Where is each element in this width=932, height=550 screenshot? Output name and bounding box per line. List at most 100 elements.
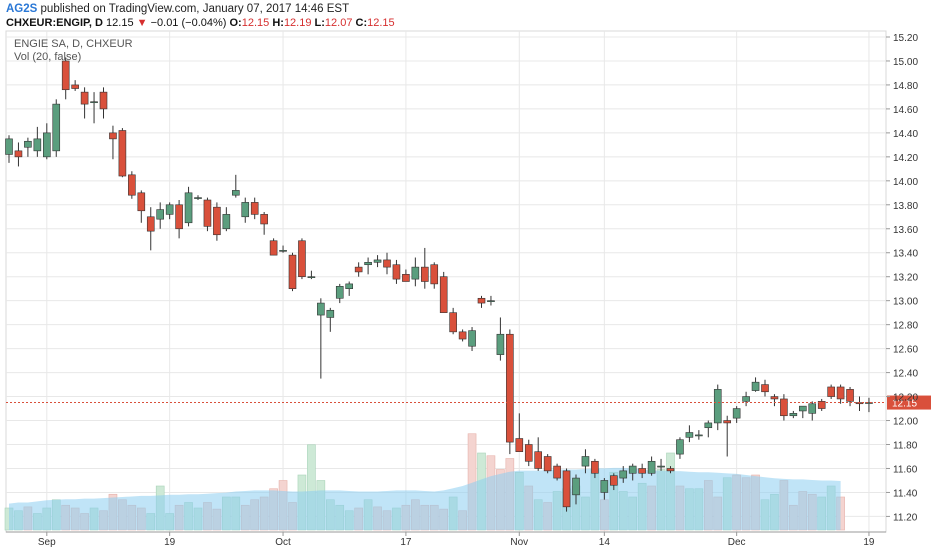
candle-body (354, 266, 363, 273)
last-price: 12.15 (106, 17, 134, 29)
y-tick-label: 12.40 (893, 369, 918, 380)
y-tick-label: 13.00 (893, 297, 918, 308)
candle-body (647, 460, 656, 474)
candle-body (411, 266, 420, 280)
candle-body (279, 250, 287, 252)
candle-body (156, 209, 164, 220)
low-value: 12.07 (324, 17, 353, 29)
price-change: −0.01 (−0.04%) (150, 17, 227, 29)
x-tick-label: 19 (863, 537, 875, 548)
candle-body (24, 140, 32, 148)
candle-body (704, 422, 713, 429)
candle-body (33, 138, 42, 152)
candle-body (402, 274, 410, 282)
candle-body (609, 475, 618, 486)
close-label: C: (355, 17, 368, 29)
candle-body (638, 468, 646, 474)
y-tick-label: 14.00 (893, 177, 918, 188)
candle-body (128, 174, 136, 196)
publish-text: published on TradingView.com, January 07… (40, 3, 350, 15)
high-label: H: (272, 17, 284, 29)
candle-body (798, 405, 807, 412)
candle-body (137, 192, 146, 212)
candle-body (241, 202, 250, 218)
y-tick-label: 13.20 (893, 273, 918, 284)
candle-body (165, 204, 174, 215)
high-value: 12.19 (283, 17, 312, 29)
author-link[interactable]: AG2S (6, 3, 38, 15)
candle-body (449, 312, 457, 333)
candle-body (90, 101, 98, 104)
candle-body (175, 204, 183, 230)
candle-body (99, 91, 108, 110)
down-triangle-icon: ▼ (136, 17, 148, 29)
candle-body (477, 297, 486, 304)
candle-body (723, 420, 732, 424)
candle-body (307, 276, 316, 279)
candle-body (213, 206, 221, 236)
y-tick-label: 11.80 (893, 441, 918, 452)
y-tick-label: 15.00 (893, 57, 918, 68)
candle-body (194, 197, 202, 199)
candle-body (42, 132, 51, 158)
y-tick-label: 12.00 (893, 417, 918, 428)
candle-body (695, 434, 703, 437)
x-tick-label: Sep (38, 537, 56, 548)
candle-body (789, 413, 798, 417)
candle-body (61, 60, 70, 91)
candle-body (506, 333, 514, 443)
candle-body (515, 438, 524, 452)
candle-body (345, 283, 354, 289)
candle-body (392, 264, 401, 280)
candle-body (439, 276, 448, 313)
candle-body (487, 300, 495, 302)
candle-body (827, 386, 835, 397)
candle-body (524, 444, 533, 462)
candle-body (685, 432, 694, 438)
candle-body (288, 254, 297, 289)
candle-body (326, 309, 335, 318)
volume-ma-area (9, 467, 841, 530)
candle-body (298, 240, 306, 278)
x-tick-label: 19 (164, 537, 176, 548)
y-tick-label: 12.20 (893, 393, 918, 404)
candle-body (71, 84, 79, 89)
y-tick-label: 11.60 (893, 464, 918, 475)
y-tick-label: 12.80 (893, 321, 918, 332)
y-tick-label: 13.80 (893, 201, 918, 212)
candle-body (742, 396, 750, 402)
candle-body (5, 138, 13, 155)
time-axis[interactable]: Sep19Oct17Nov14Dec19201713 (6, 531, 932, 548)
y-tick-label: 13.40 (893, 249, 918, 260)
candle-body (553, 465, 561, 479)
candle-body (581, 456, 590, 467)
y-tick-label: 12.60 (893, 345, 918, 356)
candle-body (865, 402, 873, 404)
candle-body (808, 403, 817, 414)
candle-body (269, 240, 278, 256)
y-tick-label: 14.20 (893, 153, 918, 164)
ohlc-status-bar: CHXEUR:ENGIP, D 12.15 ▼ −0.01 (−0.04%) O… (6, 17, 395, 29)
legend-volume: Vol (20, false) (14, 51, 81, 63)
candle-body (118, 130, 127, 177)
candle-body (364, 262, 372, 266)
y-tick-label: 11.40 (893, 488, 918, 499)
y-tick-label: 13.60 (893, 225, 918, 236)
candle-body (846, 389, 854, 402)
y-tick-label: 15.20 (893, 33, 918, 44)
candle-body (430, 264, 439, 285)
last-price-tag-label: 12.15 (892, 399, 917, 410)
candle-body (52, 103, 61, 152)
candles (5, 57, 873, 512)
x-tick-label: 14 (599, 537, 611, 548)
candle-body (628, 465, 637, 474)
candle-body (534, 451, 543, 469)
price-axis[interactable]: 15.20 15.00 14.80 14.60 14.40 14.20 14.00 13.80… (886, 33, 918, 523)
candle-body (458, 331, 467, 340)
candle-body (676, 439, 684, 455)
last-price-tag (887, 395, 931, 410)
candle-body (146, 216, 155, 232)
candle-body (420, 266, 429, 282)
candle-body (496, 333, 505, 355)
